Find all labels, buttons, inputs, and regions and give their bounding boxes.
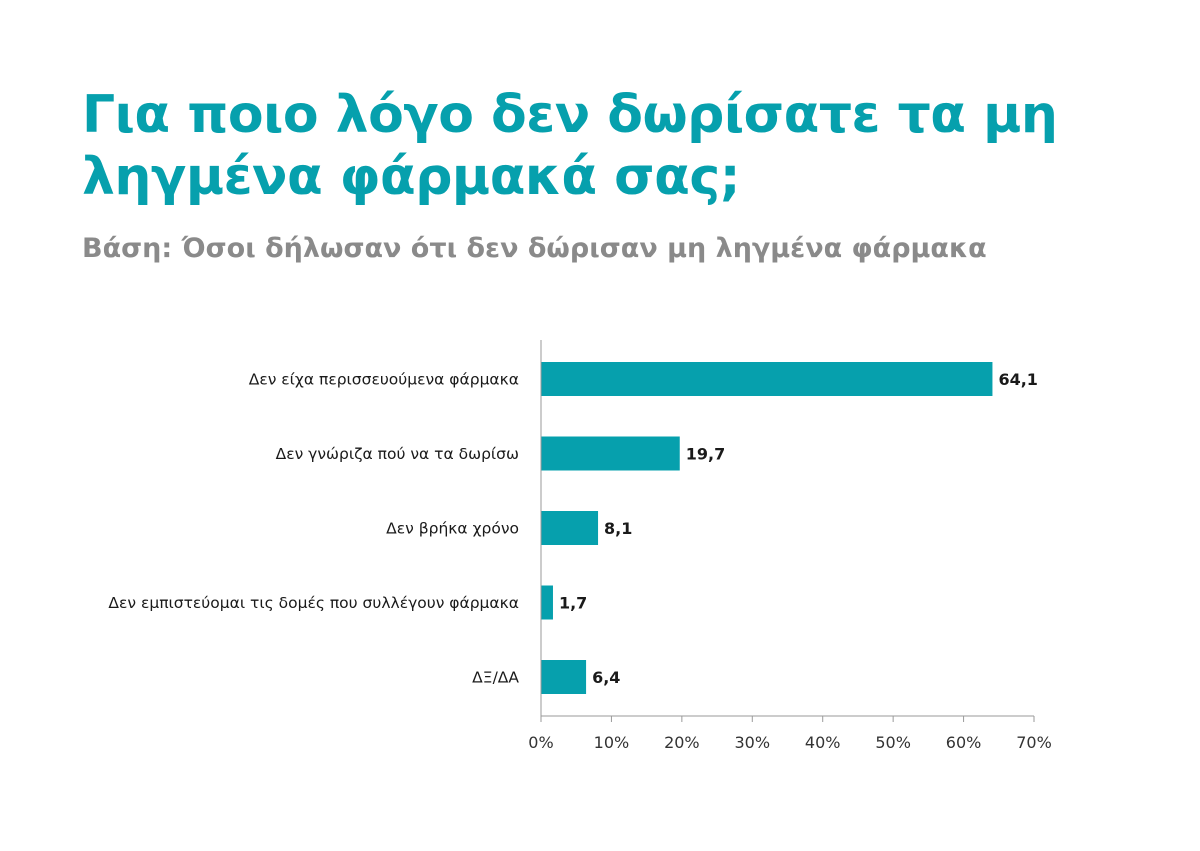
category-label-0: Δεν είχα περισσευούμενα φάρμακα xyxy=(249,371,519,389)
labels-group: Δεν είχα περισσευούμενα φάρμακα 64,1 Δεν γ… xyxy=(108,370,1051,752)
chart-title: Για ποιο λόγο δεν δωρίσατε τα μη ληγμένα… xyxy=(82,85,1058,207)
category-label-1: Δεν γνώριζα πού να τα δωρίσω xyxy=(276,445,519,463)
bars-group xyxy=(541,362,993,694)
x-tick-label-1: 10% xyxy=(594,733,630,752)
value-label-1: 19,7 xyxy=(686,445,725,464)
x-tick-label-2: 20% xyxy=(664,733,700,752)
x-tick-label-3: 30% xyxy=(735,733,771,752)
category-label-3: Δεν εμπιστεύομαι τις δομές που συλλέγουν… xyxy=(108,594,519,612)
x-tick-label-5: 50% xyxy=(875,733,911,752)
x-tick-label-6: 60% xyxy=(946,733,982,752)
x-tick-label-7: 70% xyxy=(1016,733,1052,752)
chart-subtitle: Βάση: Όσοι δήλωσαν ότι δεν δώρισαν μη λη… xyxy=(82,233,987,264)
value-label-2: 8,1 xyxy=(604,519,632,538)
value-label-0: 64,1 xyxy=(998,370,1037,389)
x-tick-label-0: 0% xyxy=(528,733,553,752)
category-label-2: Δεν βρήκα χρόνο xyxy=(386,520,519,538)
x-tick-label-4: 40% xyxy=(805,733,841,752)
bar-4 xyxy=(541,660,587,694)
bar-3 xyxy=(541,585,553,620)
bar-2 xyxy=(541,511,599,545)
axes-group xyxy=(540,340,1035,722)
value-label-4: 6,4 xyxy=(592,668,620,687)
category-label-4: ΔΞ/ΔΑ xyxy=(472,669,519,687)
value-label-3: 1,7 xyxy=(559,594,587,613)
bar-0 xyxy=(541,362,993,396)
bar-1 xyxy=(541,436,680,471)
